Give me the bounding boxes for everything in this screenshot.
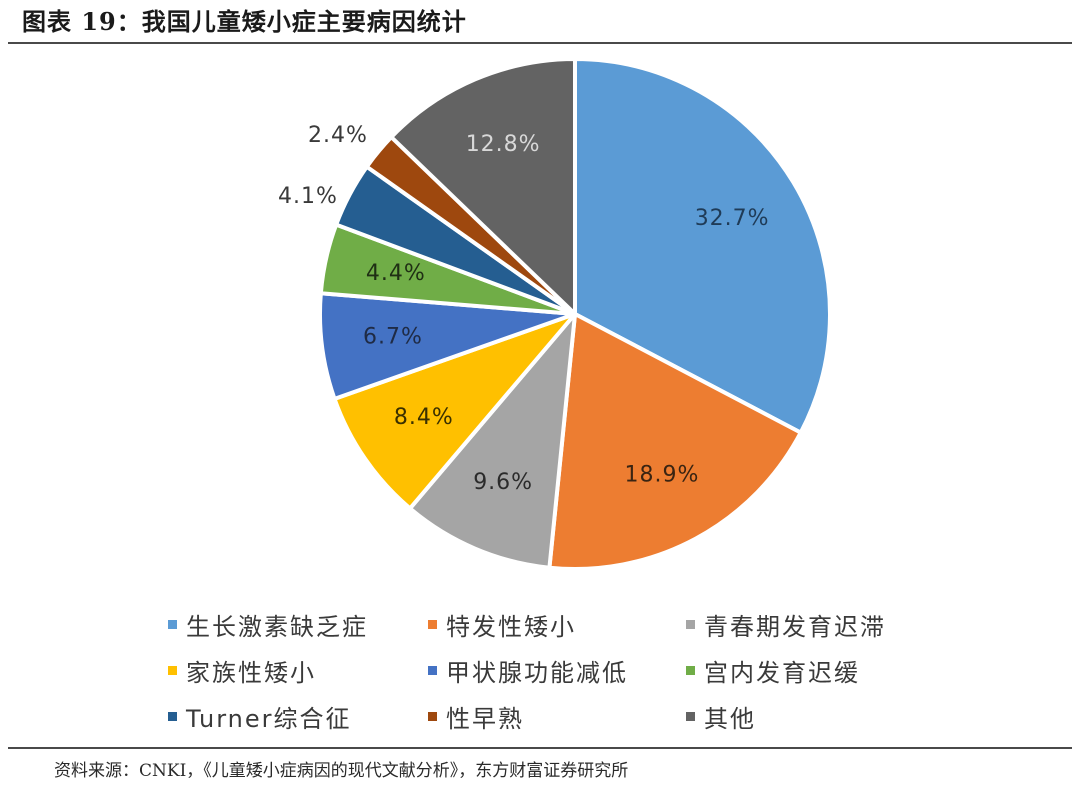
legend-item-6: 宫内发育迟缓 — [686, 652, 946, 688]
data-label-8: 2.4% — [308, 123, 368, 148]
legend-item-8: 性早熟 — [428, 698, 686, 734]
legend-swatch — [428, 619, 437, 629]
legend-swatch — [686, 665, 695, 675]
data-label-1: 32.7% — [695, 206, 770, 231]
legend-item-4: 家族性矮小 — [168, 652, 428, 688]
figure-title: 图表 19：我国儿童矮小症主要病因统计 — [22, 7, 467, 36]
legend-swatch — [168, 619, 177, 629]
legend-item-9: 其他 — [686, 698, 946, 734]
legend-label: 生长激素缺乏症 — [186, 612, 368, 641]
legend-swatch — [686, 711, 695, 721]
legend-label: 家族性矮小 — [186, 658, 316, 687]
legend-label: 宫内发育迟缓 — [704, 658, 860, 687]
legend-swatch — [686, 619, 695, 629]
pie-slices — [318, 57, 832, 571]
pie-data-labels: 32.7% 18.9% 9.6% 8.4% 6.7% 4.4% 4.1% 2.4% 12.8% — [278, 123, 770, 495]
pie-slice-4 — [332, 312, 577, 511]
pie-slice-5 — [318, 291, 577, 401]
legend-label: 甲状腺功能减低 — [446, 658, 628, 687]
pie-slice-9 — [389, 57, 577, 316]
legend-label: Turner综合征 — [186, 704, 352, 733]
source-note: 资料来源：CNKI，《儿童矮小症病因的现代文献分析》，东方财富证券研究所 — [54, 761, 629, 781]
legend-label: 青春期发育迟滞 — [704, 612, 886, 641]
legend-item-2: 特发性矮小 — [428, 606, 686, 642]
legend-item-7: Turner综合征 — [168, 698, 428, 734]
data-label-7: 4.1% — [278, 184, 338, 209]
data-label-6: 4.4% — [366, 261, 426, 286]
chart-legend: 生长激素缺乏症 特发性矮小 青春期发育迟滞家族性矮小 甲状腺功能减低 宫内发育迟缓 Tur… — [168, 606, 1068, 734]
legend-swatch — [428, 711, 437, 721]
pie-slice-2 — [547, 312, 803, 571]
pie-slice-3 — [408, 312, 577, 570]
pie-slice-1 — [573, 57, 832, 435]
legend-swatch — [168, 665, 177, 675]
data-label-3: 9.6% — [473, 470, 533, 495]
data-label-9: 12.8% — [466, 132, 541, 157]
legend-label: 特发性矮小 — [446, 612, 576, 641]
legend-label: 其他 — [704, 704, 756, 733]
data-label-5: 6.7% — [363, 325, 423, 350]
data-label-2: 18.9% — [624, 463, 699, 488]
pie-chart: 32.7% 18.9% 9.6% 8.4% 6.7% 4.4% 4.1% 2.4% 12.8% — [278, 57, 832, 571]
top-divider — [8, 42, 1072, 44]
legend-swatch — [428, 665, 437, 675]
legend-item-3: 青春期发育迟滞 — [686, 606, 946, 642]
legend-label: 性早熟 — [446, 704, 524, 733]
data-label-4: 8.4% — [394, 405, 454, 430]
legend-swatch — [168, 711, 177, 721]
legend-item-1: 生长激素缺乏症 — [168, 606, 428, 642]
bottom-divider — [8, 747, 1072, 749]
legend-item-5: 甲状腺功能减低 — [428, 652, 686, 688]
